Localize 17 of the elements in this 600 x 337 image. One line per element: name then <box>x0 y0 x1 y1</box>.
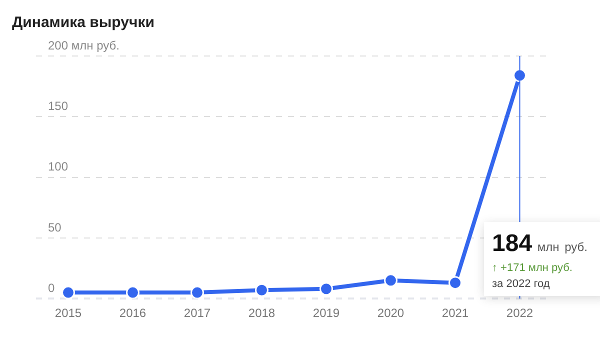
x-tick-label: 2022 <box>506 306 534 320</box>
chart-title: Динамика выручки <box>12 14 154 32</box>
x-tick-label: 2018 <box>248 306 276 320</box>
x-tick-label: 2021 <box>442 306 469 320</box>
y-tick-label: 50 <box>48 220 62 234</box>
x-tick-label: 2020 <box>377 306 404 320</box>
annotation: ↑ +171 млн руб. <box>492 262 574 274</box>
annotation: 184 млн руб. <box>492 230 588 257</box>
y-tick-label: 150 <box>48 98 68 113</box>
x-tick-label: 2016 <box>119 306 146 320</box>
y-tick-label: 200 млн руб. <box>48 38 120 52</box>
annotation: за 2022 год <box>492 278 551 290</box>
x-tick-label: 2017 <box>184 306 211 320</box>
y-tick-label: 0 <box>48 280 55 295</box>
x-tick-label: 2019 <box>312 306 340 320</box>
x-tick-label: 2015 <box>54 306 82 320</box>
y-tick-label: 100 <box>48 160 68 174</box>
